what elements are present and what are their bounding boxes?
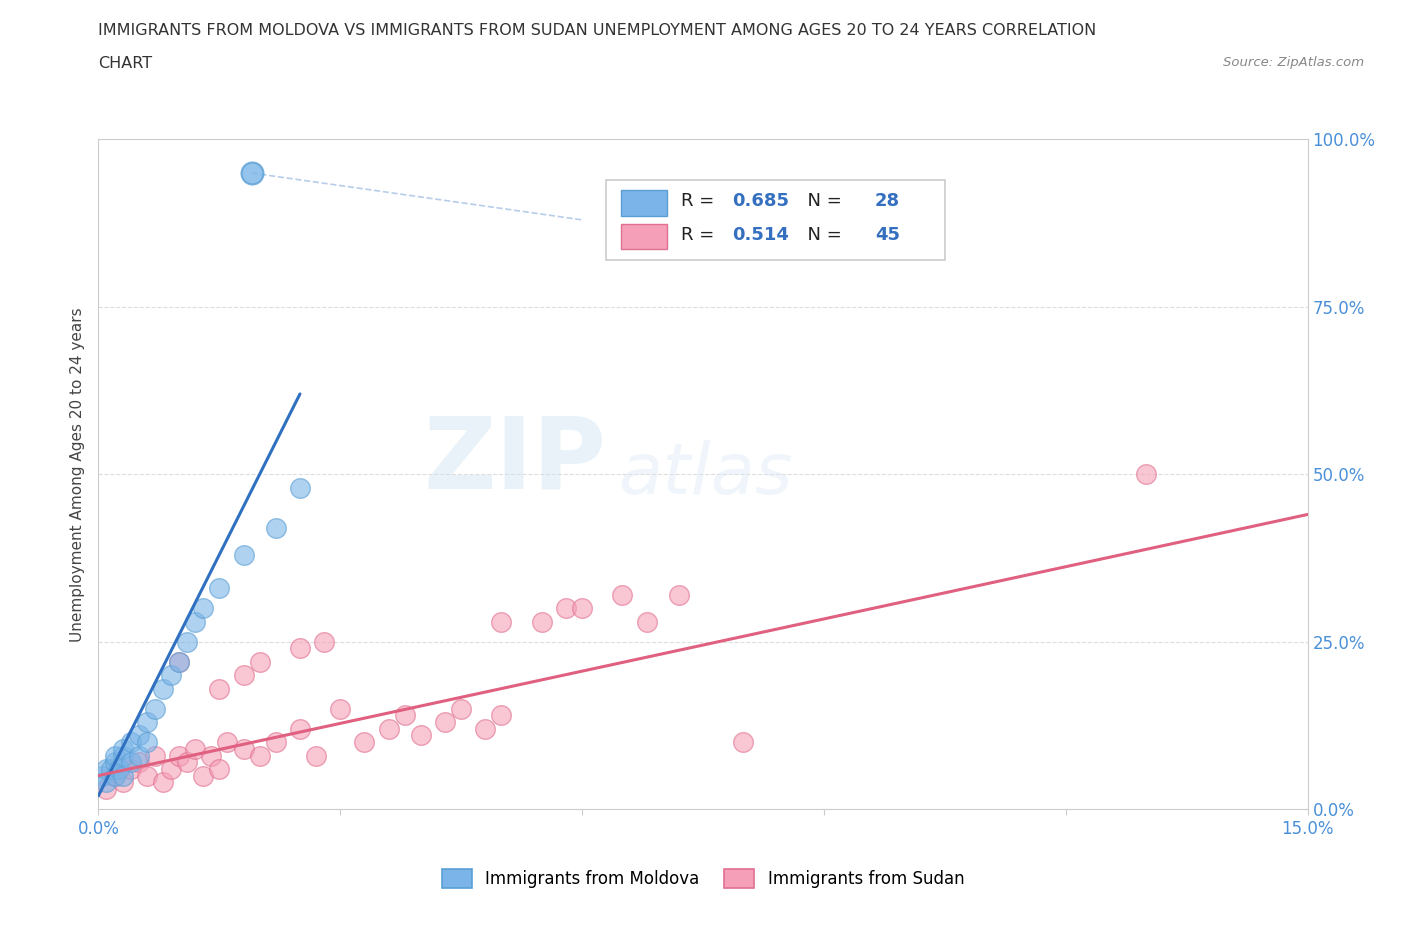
Text: CHART: CHART [98,56,152,71]
Text: 28: 28 [875,193,900,210]
Point [135,768,157,783]
Point [491,708,513,723]
Point [96,781,118,796]
Point [288,480,311,495]
Point [232,547,254,562]
Point [217,735,239,750]
Text: R =: R = [682,193,720,210]
Point [193,768,215,783]
Bar [621,191,666,216]
Point [184,614,207,629]
Point [111,748,134,763]
Point [111,741,134,756]
Point [143,701,166,716]
Point [111,768,134,783]
Text: ZIP: ZIP [423,412,606,510]
Point [288,722,311,737]
Point [409,728,432,743]
Y-axis label: Unemployment Among Ages 20 to 24 years: Unemployment Among Ages 20 to 24 years [70,307,86,642]
Point [103,755,125,770]
Point [377,722,399,737]
Point [135,714,157,729]
Point [1135,467,1157,482]
Point [160,668,183,683]
Point [96,762,118,777]
Point [530,614,553,629]
Text: 0.514: 0.514 [733,226,789,244]
Legend: Immigrants from Moldova, Immigrants from Sudan: Immigrants from Moldova, Immigrants from… [434,862,972,895]
Point [249,655,271,670]
Point [100,762,122,777]
Point [143,748,166,763]
Point [120,762,142,777]
Point [208,762,231,777]
Text: 0.685: 0.685 [733,193,789,210]
Point [167,655,190,670]
Point [135,735,157,750]
Point [232,668,254,683]
Point [394,708,416,723]
Point [491,614,513,629]
Point [668,588,690,603]
Point [571,601,593,616]
Point [329,701,352,716]
Point [176,634,198,649]
Point [249,748,271,763]
Point [288,641,311,656]
Point [232,741,254,756]
Text: Source: ZipAtlas.com: Source: ZipAtlas.com [1223,56,1364,69]
Point [128,748,150,763]
Text: N =: N = [796,226,848,244]
Point [103,768,125,783]
Point [120,755,142,770]
Point [103,768,125,783]
Point [120,735,142,750]
Text: 45: 45 [875,226,900,244]
Point [128,755,150,770]
Point [167,748,190,763]
Point [160,762,183,777]
Point [200,748,222,763]
Point [208,681,231,696]
Point [264,521,287,536]
Point [474,722,496,737]
Point [208,580,231,595]
Point [91,768,114,783]
Point [264,735,287,750]
Text: N =: N = [796,193,848,210]
Point [450,701,472,716]
Point [96,775,118,790]
Point [555,601,578,616]
Point [184,741,207,756]
Point [305,748,328,763]
Point [353,735,375,750]
Point [612,588,634,603]
Point [314,634,336,649]
Text: atlas: atlas [619,440,793,509]
FancyBboxPatch shape [606,179,945,260]
Point [111,775,134,790]
Bar [621,224,666,249]
Point [193,601,215,616]
Point [240,166,263,180]
Text: R =: R = [682,226,720,244]
Text: IMMIGRANTS FROM MOLDOVA VS IMMIGRANTS FROM SUDAN UNEMPLOYMENT AMONG AGES 20 TO 2: IMMIGRANTS FROM MOLDOVA VS IMMIGRANTS FR… [98,23,1097,38]
Point [434,714,457,729]
Point [152,681,174,696]
Point [636,614,658,629]
Point [167,655,190,670]
Point [107,762,129,777]
Point [176,755,198,770]
Point [128,728,150,743]
Point [733,735,755,750]
Point [103,748,125,763]
Point [152,775,174,790]
